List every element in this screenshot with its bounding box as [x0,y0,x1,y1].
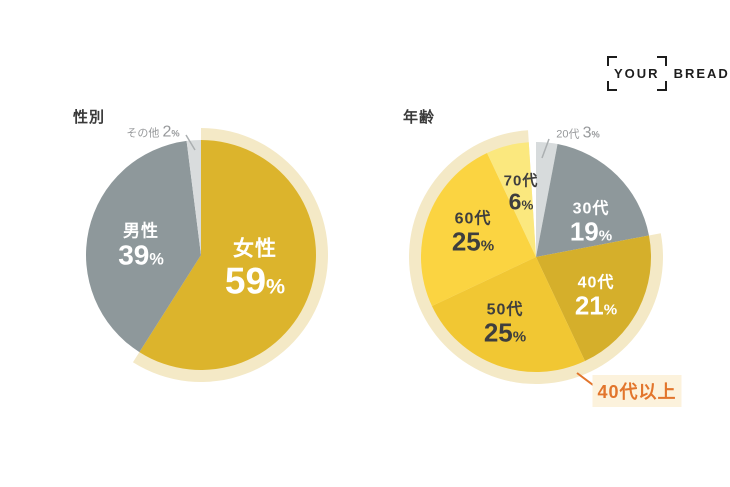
pie-slice-0 [139,140,316,370]
frame-corner-top-left-icon [607,56,617,66]
pie-slice-3 [431,257,585,373]
pie-slice-4 [420,152,536,306]
gender-pie-svg [86,128,328,382]
frame-corner-bottom-left-icon [607,81,617,91]
pie-slice-0 [536,142,558,257]
pie-slice-5 [487,142,536,257]
annotation-line [576,372,594,386]
frame-corner-bottom-right-icon [656,81,667,91]
age-pie: 20代 3% 30代 19% 40代 21% 50代 25% 60代 25% 70代 6% 40代以上 [396,117,682,407]
age-chart-title: 年齢 [403,109,436,126]
gender-chart-title: 性別 [73,109,106,126]
age-pie-svg [408,130,663,386]
leader-line [185,134,196,151]
gender-pie: 女性 59% 男性 39% その他 2% [61,115,341,395]
logo-text-your: YOUR [614,66,660,81]
logo-frame: YOUR [607,56,667,91]
gender-pie-chart: 性別 女性 59% 男性 39% その他 2% [61,105,341,475]
frame-corner-top-right-icon [656,56,667,66]
pie-slice-1 [536,144,649,257]
leader-line [541,138,550,159]
age-pie-chart: 年齢 20代 3% 30代 19% 40代 21% 50代 25% 60代 25% 70代 6% 40… [396,105,682,475]
pie-slice-2 [186,140,201,255]
logo-text-bread: BREAD [673,66,730,81]
pie-slice-2 [536,235,651,362]
logo-your-bread: YOUR BREAD [607,56,730,91]
pie-slice-1 [86,140,201,353]
